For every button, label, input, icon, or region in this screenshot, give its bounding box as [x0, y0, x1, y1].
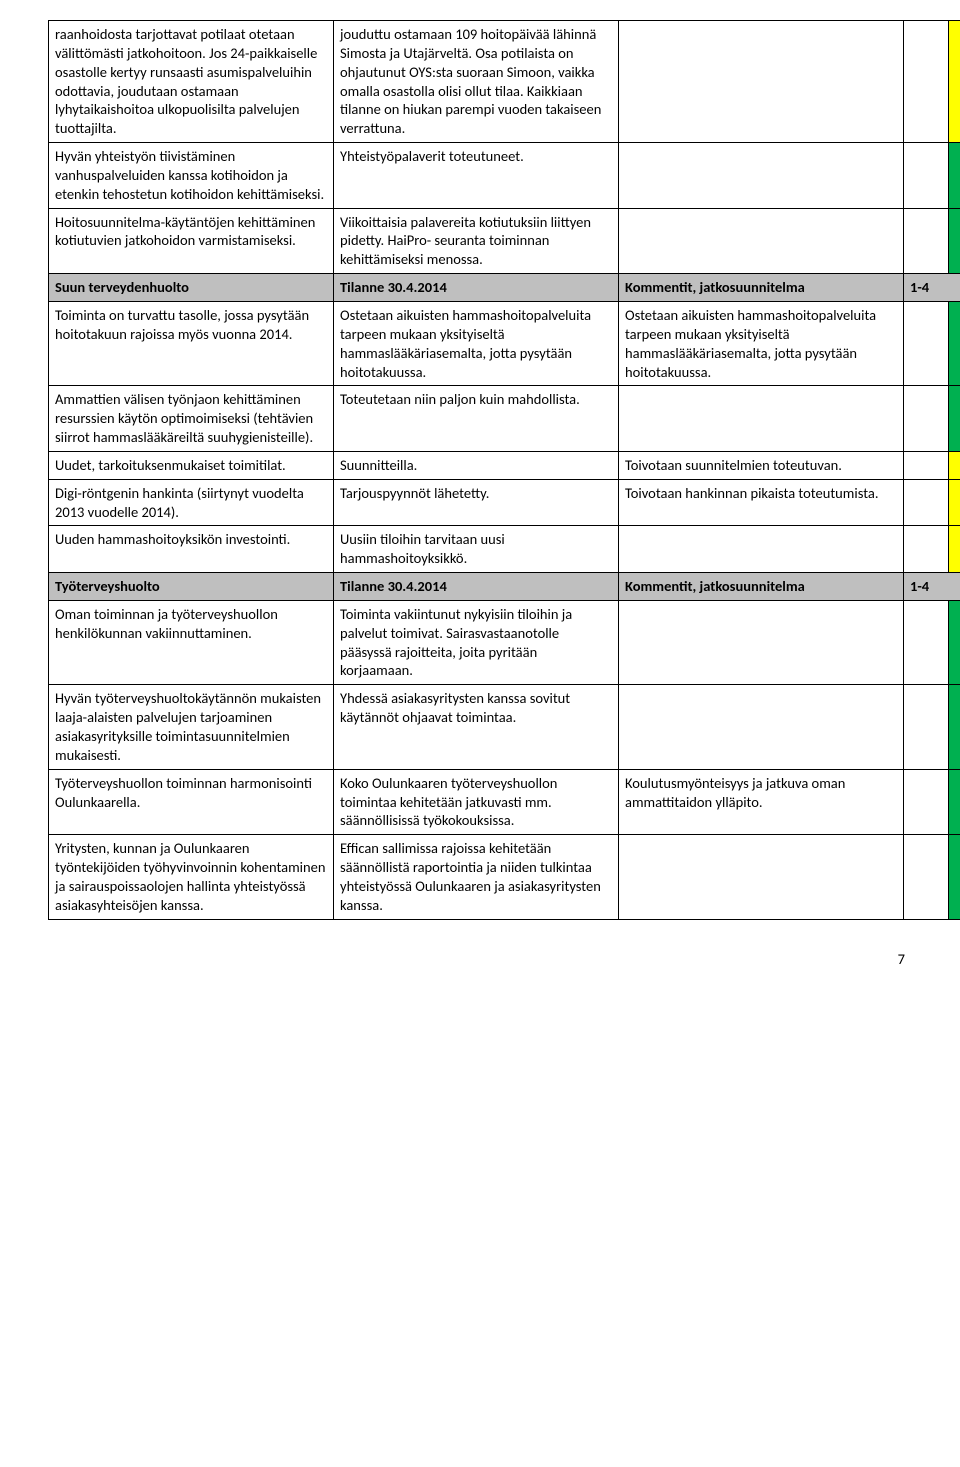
cell-blank — [904, 835, 949, 919]
cell-status: Ostetaan aikuisten hammashoitopalveluita… — [334, 301, 619, 385]
cell-blank — [904, 21, 949, 143]
table-row: raanhoidosta tarjottavat potilaat otetaa… — [49, 21, 960, 143]
status-color-cell — [949, 451, 960, 479]
cell-comment: Toivotaan suunnitelmien toteutuvan. — [619, 451, 904, 479]
cell-status: Viikoittaisia palavereita kotiutuksiin l… — [334, 208, 619, 274]
cell-goal: Ammattien välisen työnjaon kehittäminen … — [49, 386, 334, 452]
status-color-cell — [949, 301, 960, 385]
cell-blank — [904, 769, 949, 835]
section-col3: Kommentit, jatkosuunnitelma — [619, 274, 904, 302]
status-color-cell — [949, 479, 960, 526]
cell-comment — [619, 835, 904, 919]
section-row: Suun terveydenhuoltoTilanne 30.4.2014Kom… — [49, 274, 960, 302]
table-row: Toiminta on turvattu tasolle, jossa pysy… — [49, 301, 960, 385]
cell-status: jouduttu ostamaan 109 hoitopäivää lähinn… — [334, 21, 619, 143]
table-row: Digi-röntgenin hankinta (siirtynyt vuode… — [49, 479, 960, 526]
section-col4: 1-4 — [904, 573, 960, 601]
cell-goal: Uuden hammashoitoyksikön investointi. — [49, 526, 334, 573]
table-row: Yritysten, kunnan ja Oulunkaaren työntek… — [49, 835, 960, 919]
cell-blank — [904, 208, 949, 274]
status-color-cell — [949, 208, 960, 274]
cell-blank — [904, 685, 949, 769]
cell-blank — [904, 143, 949, 209]
cell-status: Suunnitteilla. — [334, 451, 619, 479]
cell-blank — [904, 526, 949, 573]
table-row: Hyvän työterveyshuoltokäytännön mukaiste… — [49, 685, 960, 769]
section-col4: 1-4 — [904, 274, 960, 302]
cell-blank — [904, 386, 949, 452]
cell-comment — [619, 600, 904, 684]
cell-goal: Työterveyshuollon toiminnan harmonisoint… — [49, 769, 334, 835]
cell-blank — [904, 479, 949, 526]
cell-blank — [904, 600, 949, 684]
cell-comment: Toivotaan hankinnan pikaista toteutumist… — [619, 479, 904, 526]
cell-goal: raanhoidosta tarjottavat potilaat otetaa… — [49, 21, 334, 143]
status-color-cell — [949, 526, 960, 573]
section-col2: Tilanne 30.4.2014 — [334, 274, 619, 302]
cell-goal: Oman toiminnan ja työterveyshuollon henk… — [49, 600, 334, 684]
cell-status: Tarjouspyynnöt lähetetty. — [334, 479, 619, 526]
section-row: TyöterveyshuoltoTilanne 30.4.2014Komment… — [49, 573, 960, 601]
cell-goal: Yritysten, kunnan ja Oulunkaaren työntek… — [49, 835, 334, 919]
status-color-cell — [949, 143, 960, 209]
cell-status: Effican sallimissa rajoissa kehitetään s… — [334, 835, 619, 919]
cell-comment — [619, 386, 904, 452]
cell-blank — [904, 451, 949, 479]
cell-comment — [619, 208, 904, 274]
table-row: Uuden hammashoitoyksikön investointi.Uus… — [49, 526, 960, 573]
cell-goal: Uudet, tarkoituksenmukaiset toimitilat. — [49, 451, 334, 479]
table-row: Hyvän yhteistyön tiivistäminen vanhuspal… — [49, 143, 960, 209]
section-col3: Kommentit, jatkosuunnitelma — [619, 573, 904, 601]
status-color-cell — [949, 21, 960, 143]
cell-comment — [619, 21, 904, 143]
cell-status: Koko Oulunkaaren työterveyshuollon toimi… — [334, 769, 619, 835]
section-col2: Tilanne 30.4.2014 — [334, 573, 619, 601]
cell-status: Uusiin tiloihin tarvitaan uusi hammashoi… — [334, 526, 619, 573]
status-color-cell — [949, 600, 960, 684]
table-row: Ammattien välisen työnjaon kehittäminen … — [49, 386, 960, 452]
cell-goal: Digi-röntgenin hankinta (siirtynyt vuode… — [49, 479, 334, 526]
status-color-cell — [949, 685, 960, 769]
cell-status: Toiminta vakiintunut nykyisiin tiloihin … — [334, 600, 619, 684]
section-title: Suun terveydenhuolto — [49, 274, 334, 302]
cell-blank — [904, 301, 949, 385]
cell-status: Yhteistyöpalaverit toteutuneet. — [334, 143, 619, 209]
status-color-cell — [949, 835, 960, 919]
cell-status: Yhdessä asiakasyritysten kanssa sovitut … — [334, 685, 619, 769]
cell-comment — [619, 143, 904, 209]
status-color-cell — [949, 386, 960, 452]
table-row: Uudet, tarkoituksenmukaiset toimitilat.S… — [49, 451, 960, 479]
cell-comment — [619, 685, 904, 769]
status-color-cell — [949, 769, 960, 835]
page-number: 7 — [0, 920, 960, 989]
document-table: raanhoidosta tarjottavat potilaat otetaa… — [48, 20, 960, 920]
section-title: Työterveyshuolto — [49, 573, 334, 601]
cell-status: Toteutetaan niin paljon kuin mahdollista… — [334, 386, 619, 452]
cell-goal: Hoitosuunnitelma-käytäntöjen kehittämine… — [49, 208, 334, 274]
cell-goal: Hyvän yhteistyön tiivistäminen vanhuspal… — [49, 143, 334, 209]
table-row: Hoitosuunnitelma-käytäntöjen kehittämine… — [49, 208, 960, 274]
cell-comment — [619, 526, 904, 573]
cell-comment: Koulutusmyönteisyys ja jatkuva oman amma… — [619, 769, 904, 835]
cell-goal: Toiminta on turvattu tasolle, jossa pysy… — [49, 301, 334, 385]
cell-goal: Hyvän työterveyshuoltokäytännön mukaiste… — [49, 685, 334, 769]
table-row: Oman toiminnan ja työterveyshuollon henk… — [49, 600, 960, 684]
cell-comment: Ostetaan aikuisten hammashoitopalveluita… — [619, 301, 904, 385]
table-row: Työterveyshuollon toiminnan harmonisoint… — [49, 769, 960, 835]
